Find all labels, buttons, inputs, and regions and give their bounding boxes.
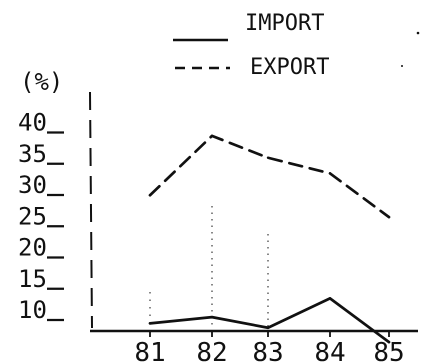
legend-import-label: IMPORT	[245, 11, 324, 36]
export-series-point	[387, 215, 391, 219]
x-tick-group: 81 82 83 84 85	[134, 332, 405, 363]
x-tick-label: 82	[196, 338, 227, 363]
legend: IMPORT EXPORT	[173, 11, 329, 80]
y-tick-group: 10 15 20 25 30 35 40	[18, 109, 64, 324]
import-series-point	[266, 326, 270, 329]
y-tick-label: 30	[18, 171, 47, 199]
scan-speck	[401, 65, 403, 67]
export-series-point	[328, 172, 332, 175]
y-tick-label: 20	[18, 234, 47, 262]
export-series-line	[148, 134, 391, 219]
x-tick-label: 84	[314, 338, 345, 363]
y-tick-label: 10	[18, 296, 47, 324]
y-tick-label: 40	[18, 109, 47, 137]
scan-speck	[416, 31, 420, 35]
y-tick-label: 15	[18, 265, 47, 293]
y-axis-line	[89, 91, 93, 329]
y-tick-label: 35	[18, 140, 47, 168]
import-series-point	[328, 297, 332, 300]
legend-export-label: EXPORT	[250, 55, 329, 80]
export-series-point	[266, 156, 270, 159]
x-tick-label: 83	[252, 338, 283, 363]
import-series-line	[148, 297, 391, 344]
export-series-point	[148, 194, 152, 197]
export-series-point	[210, 134, 214, 138]
import-series-point	[387, 340, 391, 344]
import-series-point	[148, 322, 152, 325]
series-layer	[148, 134, 391, 344]
x-tick-label: 81	[134, 338, 165, 363]
import-series-point	[210, 315, 214, 319]
y-tick-label: 25	[18, 202, 47, 230]
y-axis-unit-label: (%)	[20, 68, 63, 96]
